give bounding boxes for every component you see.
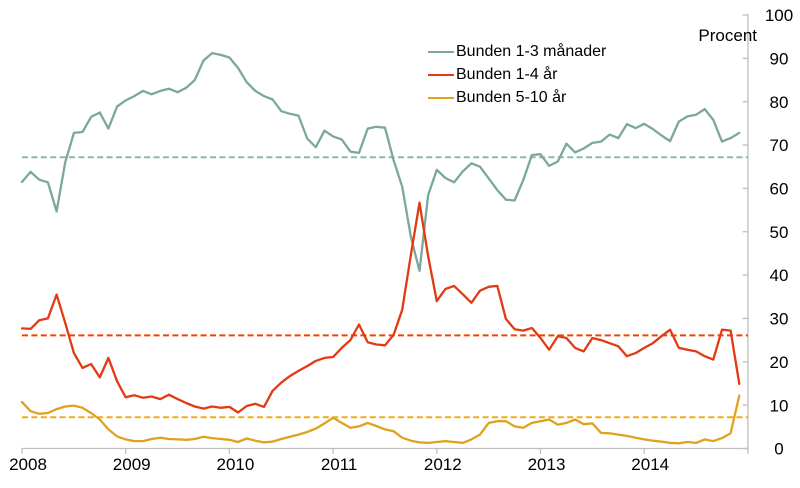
legend-label: Bunden 5-10 år	[456, 89, 567, 107]
y-tick-label: 80	[770, 93, 789, 112]
x-tick-label: 2014	[631, 455, 669, 474]
y-tick-label: 20	[770, 353, 789, 372]
y-axis-unit-label: Procent	[698, 26, 757, 45]
legend-line-swatch	[428, 50, 454, 53]
x-tick-label: 2009	[113, 455, 151, 474]
series-line-bunden-5-10-ar	[20, 394, 741, 445]
series-line-bunden-1-3-manader	[20, 51, 741, 272]
legend-line-swatch	[428, 74, 454, 77]
y-tick-label: 70	[770, 136, 789, 155]
series-line-bunden-1-4-ar	[20, 201, 741, 414]
y-tick-label: 0	[774, 440, 783, 459]
x-tick-label: 2013	[528, 455, 566, 474]
x-tick-label: 2008	[9, 455, 47, 474]
y-tick-label: 60	[770, 180, 789, 199]
y-tick-label: 90	[770, 49, 789, 68]
y-tick-label: 10	[770, 396, 789, 415]
y-tick-label: 50	[770, 223, 789, 242]
chart-legend: Bunden 1-3 månader Bunden 1-4 år Bunden …	[428, 40, 606, 110]
y-tick-label: 40	[770, 266, 789, 285]
legend-item-bunden-5-10-ar: Bunden 5-10 år	[428, 87, 606, 110]
x-tick-label: 2012	[424, 455, 462, 474]
legend-label: Bunden 1-3 månader	[456, 42, 607, 60]
legend-label: Bunden 1-4 år	[456, 66, 558, 84]
y-tick-label: 100	[765, 6, 793, 25]
legend-line-swatch	[428, 97, 454, 100]
x-tick-label: 2011	[321, 455, 358, 474]
legend-item-bunden-1-3-manader: Bunden 1-3 månader	[428, 40, 606, 63]
x-tick-label: 2010	[216, 455, 254, 474]
legend-item-bunden-1-4-ar: Bunden 1-4 år	[428, 63, 606, 86]
y-tick-label: 30	[770, 310, 789, 329]
